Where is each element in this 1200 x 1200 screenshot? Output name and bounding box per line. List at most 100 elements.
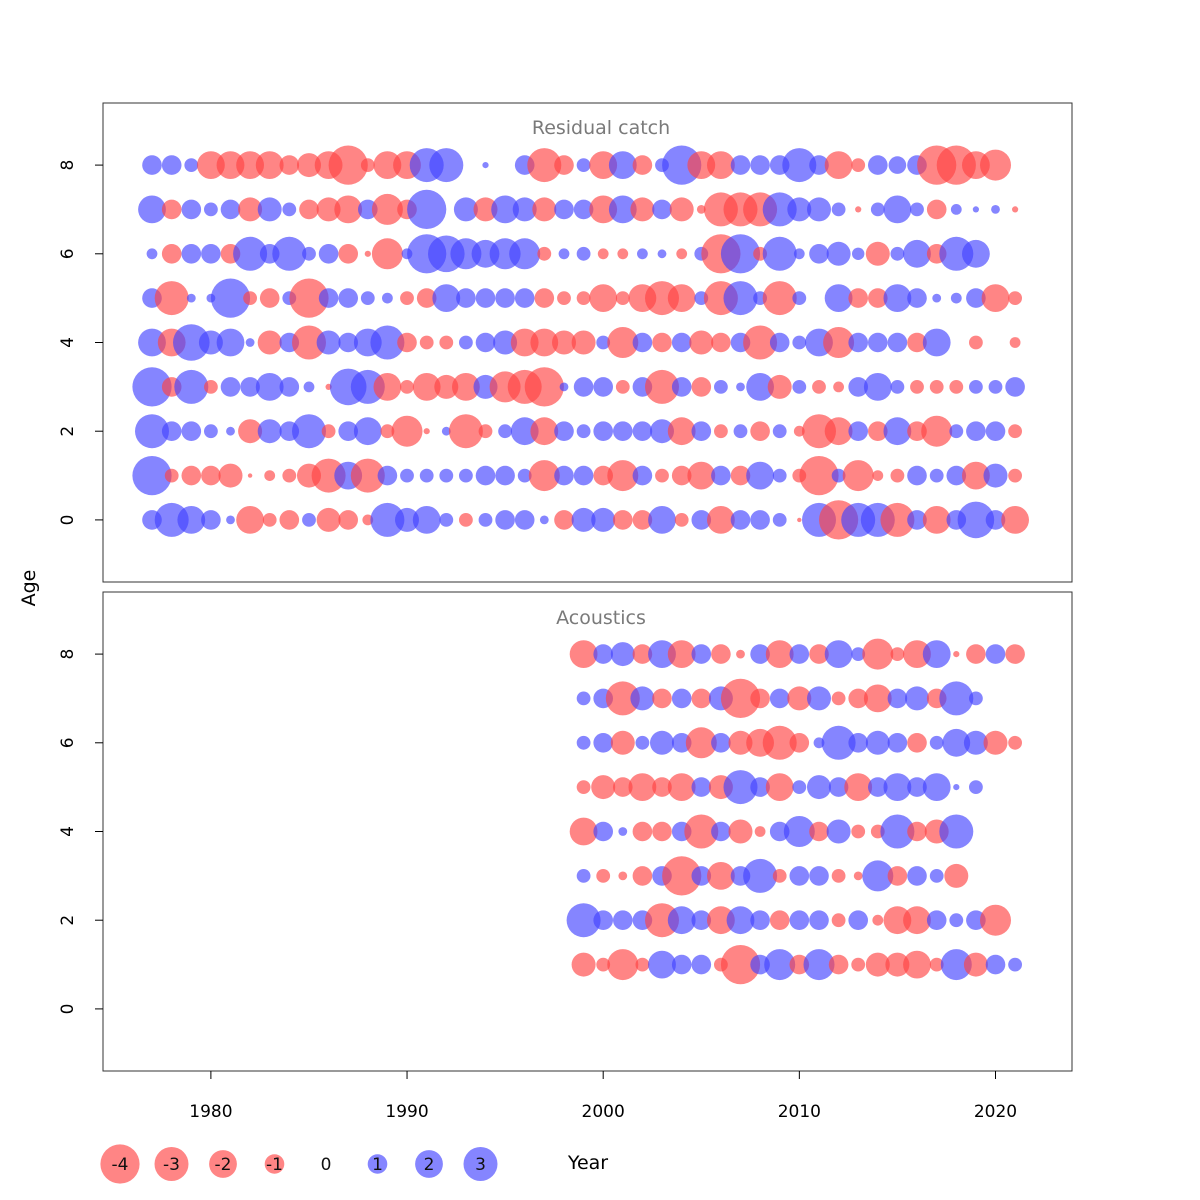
bubble: [868, 155, 888, 175]
bubble: [720, 945, 761, 985]
legend-bubble: [264, 1154, 285, 1174]
bubble: [528, 460, 560, 492]
bubble: [966, 644, 986, 664]
bubble: [353, 417, 382, 446]
x-tick-label: 2010: [778, 1102, 821, 1122]
bubble: [512, 197, 537, 222]
bubble: [559, 382, 569, 392]
bubble: [370, 325, 405, 360]
bubble: [907, 777, 927, 797]
bubble: [220, 377, 241, 397]
bubble: [821, 725, 856, 760]
bubble: [174, 369, 209, 404]
bubble: [726, 906, 755, 935]
panel-title: Residual catch: [532, 117, 670, 139]
bubble: [257, 330, 282, 355]
bubble: [637, 248, 648, 260]
bubble: [498, 424, 512, 439]
bubble: [146, 248, 158, 260]
bubble: [655, 468, 669, 483]
bubble: [671, 465, 692, 486]
bubble: [589, 195, 618, 224]
bubble: [1008, 468, 1022, 483]
y-axis: 0 2 4 6 8: [58, 160, 103, 525]
bubble: [475, 332, 496, 353]
bubble: [831, 913, 846, 928]
bubble: [929, 468, 944, 483]
bubble: [650, 419, 674, 444]
bubble: [793, 425, 805, 437]
bubble: [750, 421, 770, 442]
bubble: [537, 246, 552, 261]
bubble: [557, 291, 571, 305]
y-tick-label: 4: [58, 826, 78, 837]
bubble: [926, 199, 947, 220]
bubble: [728, 730, 753, 755]
bubble: [848, 288, 868, 308]
bubble: [831, 691, 846, 706]
bubble: [534, 288, 555, 308]
bubble: [596, 869, 611, 883]
bubble: [282, 468, 297, 483]
bubble: [797, 517, 802, 523]
bubble: [648, 950, 676, 979]
bubble: [939, 814, 974, 849]
legend: -4 -3 -2 -1 0 1 2 3: [100, 1144, 498, 1184]
bubble: [635, 735, 650, 750]
bubble: [883, 417, 912, 446]
bubble: [316, 330, 341, 355]
bubble: [432, 284, 461, 312]
bubble: [198, 330, 223, 355]
bubble: [691, 866, 712, 886]
bubble: [632, 644, 653, 664]
bubble: [233, 236, 268, 271]
bubble: [154, 502, 189, 537]
bubble: [1008, 424, 1022, 439]
bubble: [848, 910, 868, 930]
bubble: [652, 777, 672, 797]
bubble: [684, 814, 719, 849]
panel-title: Acoustics: [556, 607, 646, 629]
bubble: [687, 151, 716, 180]
bubble: [714, 424, 728, 439]
bubble: [691, 510, 712, 530]
bubble: [161, 244, 182, 264]
legend-label: 2: [424, 1155, 435, 1175]
bubble: [218, 463, 243, 488]
bubble: [789, 910, 810, 930]
bubble: [890, 468, 905, 483]
bubble: [554, 421, 574, 442]
bubble: [707, 906, 735, 935]
bubble: [929, 735, 944, 750]
bubble: [985, 644, 1006, 664]
bubble: [671, 332, 692, 353]
bubble: [652, 332, 672, 353]
bubble: [292, 325, 326, 360]
bubble: [238, 419, 263, 444]
bubble: [181, 465, 202, 486]
bubble: [364, 250, 371, 257]
bubble: [929, 869, 944, 883]
bubble: [793, 248, 805, 260]
bubble: [985, 421, 1006, 442]
legend-bubble: [463, 1147, 498, 1181]
bubble: [685, 727, 717, 759]
bubble: [985, 510, 1006, 530]
bubble: [903, 640, 931, 668]
bubble: [1008, 735, 1022, 750]
bubble: [662, 856, 702, 896]
bubble: [907, 288, 927, 308]
bubble: [597, 248, 609, 260]
legend-label: -4: [112, 1155, 129, 1175]
bubble: [962, 239, 990, 268]
bubble: [782, 148, 817, 183]
bubble: [687, 461, 716, 490]
bubble: [652, 688, 672, 709]
bubble: [890, 246, 905, 261]
bubble: [576, 291, 591, 305]
bubble: [509, 238, 541, 270]
bubble: [299, 199, 319, 220]
bubble: [154, 281, 189, 316]
bubble: [630, 686, 655, 711]
bubble: [723, 281, 758, 316]
